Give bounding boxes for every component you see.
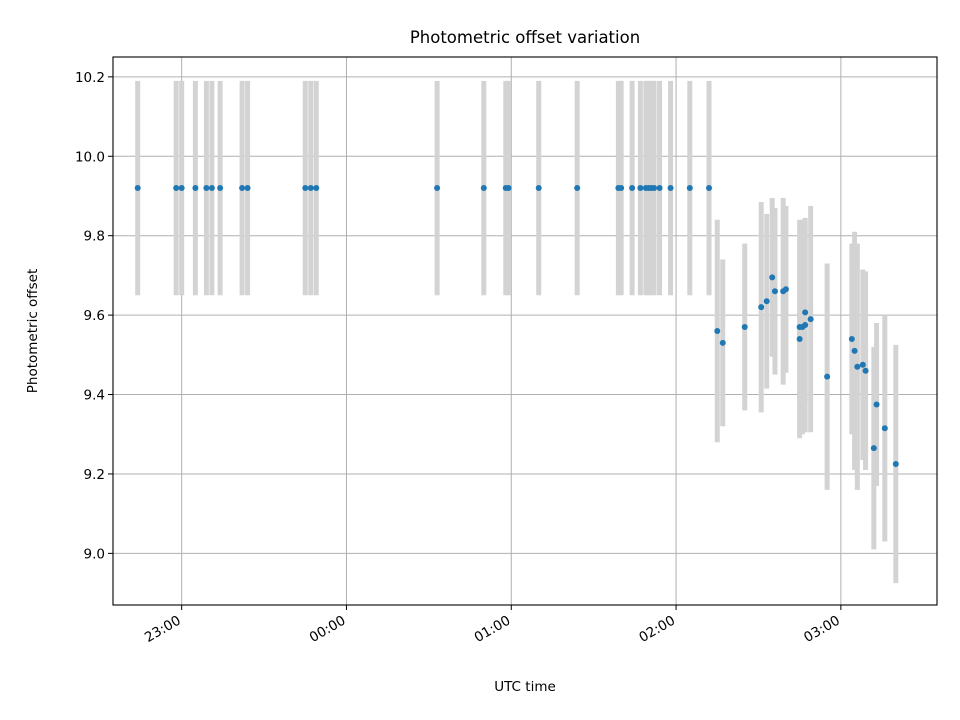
data-point [313,185,320,192]
y-tick-label: 10.0 [75,149,105,165]
data-point [758,304,765,311]
data-point [667,185,674,192]
chart-title: Photometric offset variation [410,28,640,47]
data-point [217,185,224,192]
data-point [802,309,809,316]
data-point [807,316,814,323]
y-axis-ticks: 9.0 9.2 9.4 9.6 9.8 10.0 10.2 [75,70,113,562]
data-point [505,185,512,192]
data-point [870,445,877,452]
data-point [239,185,246,192]
data-point [574,185,581,192]
data-point [824,373,831,380]
data-point [873,401,880,408]
data-point [771,288,778,295]
data-point [434,185,441,192]
data-point [192,185,199,192]
data-point [535,185,542,192]
data-point [802,322,809,329]
data-point [862,367,869,374]
data-point [706,185,713,192]
data-point [848,335,855,342]
data-point [302,185,309,192]
data-point [173,185,180,192]
plot-frame [112,56,938,606]
x-axis-label: UTC time [494,679,556,695]
y-tick-label: 9.4 [84,388,105,404]
data-point [796,335,803,342]
data-point [719,339,726,346]
y-tick-label: 9.2 [84,467,105,483]
data-point [637,185,644,192]
data-points [134,185,899,468]
data-point [178,185,185,192]
y-tick-label: 10.2 [75,70,105,86]
data-point [656,185,663,192]
data-point [714,328,721,334]
data-point [208,185,215,192]
data-point [782,286,789,293]
data-point [851,347,858,354]
data-point [480,185,487,192]
data-point [881,425,888,432]
y-tick-label: 9.6 [84,308,105,324]
data-point [618,185,625,192]
data-point [741,324,748,331]
data-point [769,274,776,281]
data-point [307,185,314,192]
y-axis-label: Photometric offset [25,269,41,393]
data-point [651,185,658,192]
data-point [859,361,866,368]
data-point [892,461,899,468]
data-point [629,185,636,192]
data-point [134,185,141,192]
data-point [854,363,861,370]
data-point [203,185,210,192]
y-tick-label: 9.8 [84,229,105,245]
data-point [686,185,693,192]
data-point [763,298,770,305]
data-point [244,185,251,192]
y-tick-label: 9.0 [84,546,105,562]
